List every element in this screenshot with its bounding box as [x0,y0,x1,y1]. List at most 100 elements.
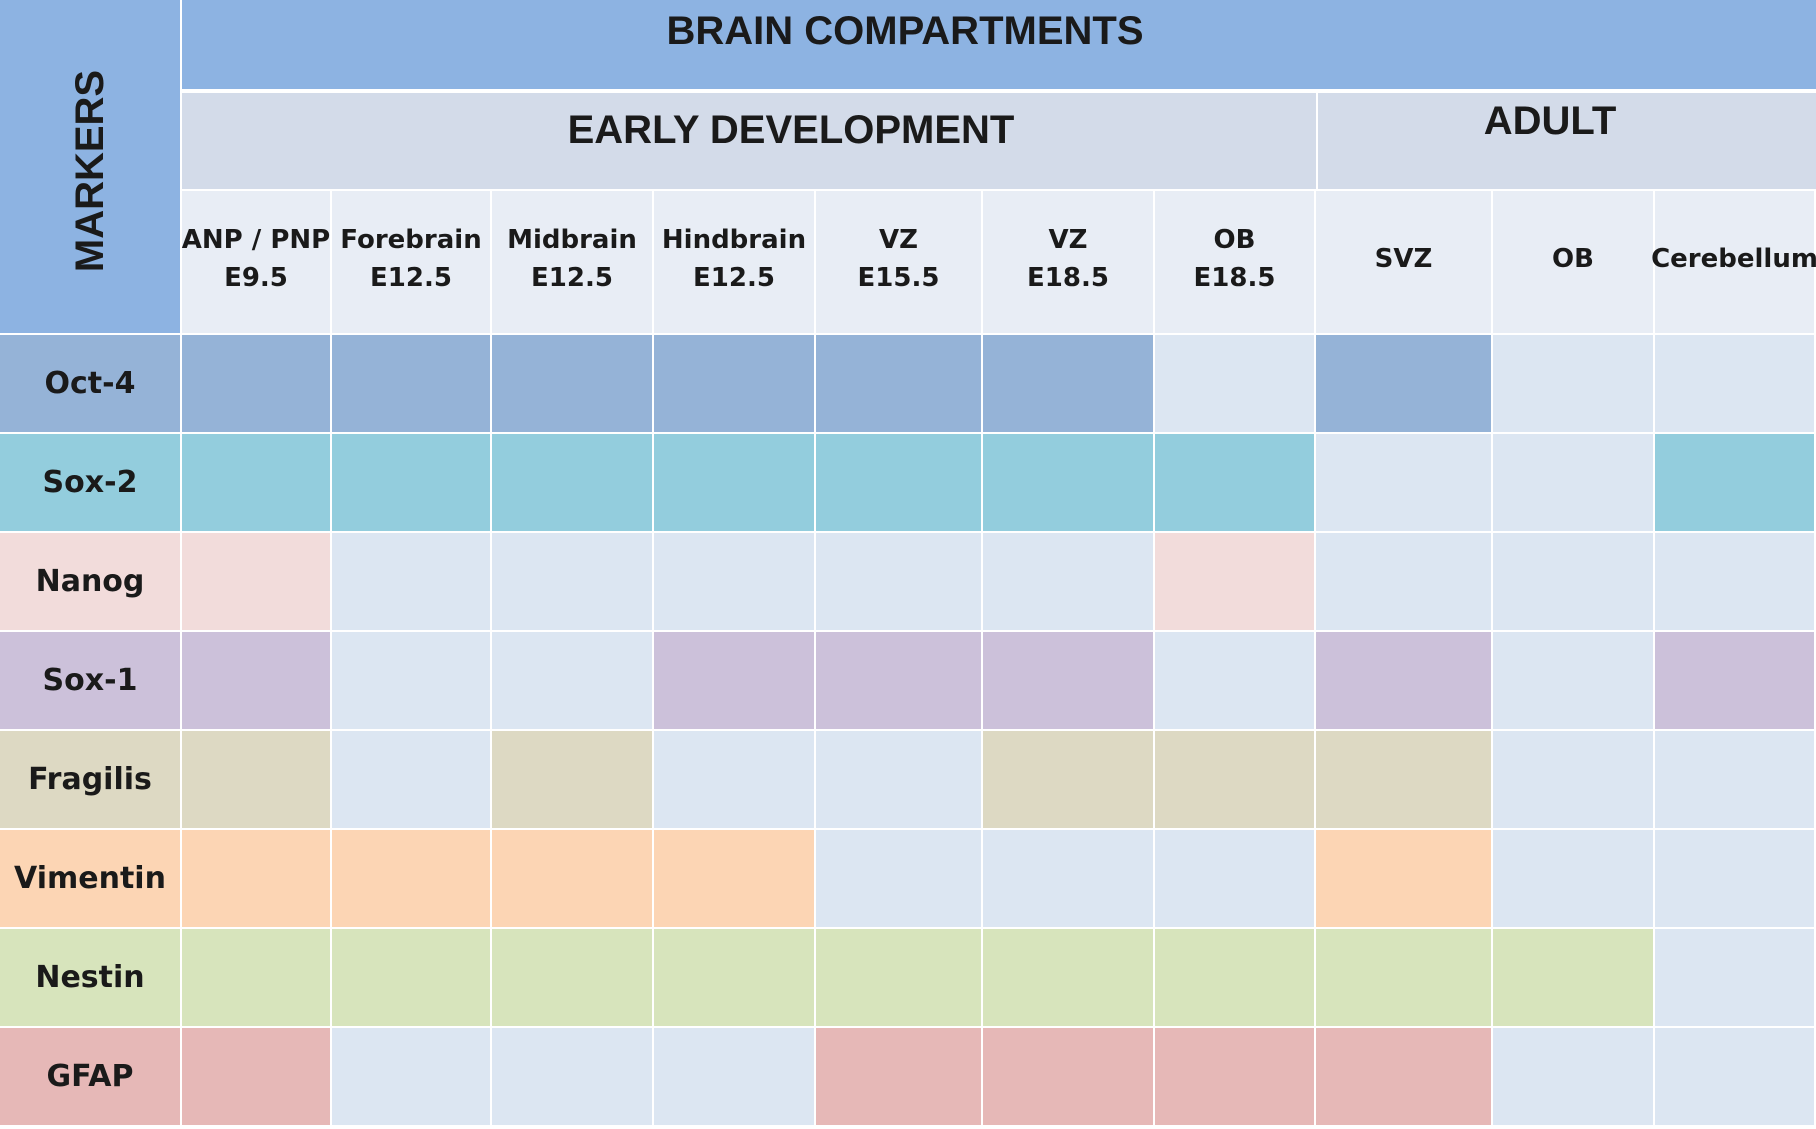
expression-cell-positive [332,434,490,531]
expression-cell-negative [1493,434,1653,531]
column-label-line1: OB [1213,225,1256,255]
expression-cell-positive [1155,731,1314,828]
column-header-cell [816,191,981,333]
column-label-line1: Midbrain [507,225,637,255]
expression-cell-negative [1655,929,1814,1026]
expression-cell-negative [1655,335,1814,432]
expression-cell-negative [1655,533,1814,630]
expression-cell-positive [1316,830,1491,927]
markers-corner [0,0,180,333]
expression-cell-positive [983,1028,1153,1125]
expression-cell-negative [492,533,652,630]
expression-cell-negative [816,731,981,828]
expression-cell-positive [654,830,814,927]
row-label-cell [0,1028,180,1125]
expression-cell-positive [654,335,814,432]
expression-cell-negative [492,632,652,729]
column-header-label: SVZ [1316,191,1491,327]
row-label-nanog: Nanog [35,564,145,599]
expression-cell-positive [182,434,330,531]
column-label-line2: E9.5 [224,263,288,293]
column-label-line1: VZ [879,225,918,255]
expression-cell-positive [332,335,490,432]
expression-cell-negative [1493,1028,1653,1125]
row-label-cell [0,929,180,1026]
expression-cell-positive [1316,632,1491,729]
column-label-line1: Cerebellum [1651,244,1816,274]
expression-cell-positive [983,929,1153,1026]
table-title: BRAIN COMPARTMENTS [666,8,1144,53]
expression-cell-negative [332,533,490,630]
expression-cell-positive [1655,632,1814,729]
expression-cell-positive [492,830,652,927]
expression-cell-negative [1655,731,1814,828]
row-label-oct-4: Oct-4 [44,366,136,401]
row-label-cell [0,434,180,531]
expression-cell-positive [654,434,814,531]
column-header-cell [983,191,1153,333]
column-header-cell [654,191,814,333]
expression-cell-positive [182,731,330,828]
group-adult [1318,93,1816,189]
expression-cell-negative [816,533,981,630]
column-label-line1: Hindbrain [661,225,807,255]
column-label-line1: Forebrain [340,225,482,255]
expression-cell-negative [1493,335,1653,432]
column-header-label: VZ E18.5 [983,191,1153,327]
expression-cell-negative [1493,830,1653,927]
row-label-cell [0,731,180,828]
column-label-line2: E18.5 [1193,263,1276,293]
expression-cell-positive [1155,434,1314,531]
column-label-line2: E12.5 [370,263,452,293]
markers-label: MARKERS [67,69,112,273]
column-header-cell [182,191,330,333]
expression-cell-negative [492,1028,652,1125]
row-label-cell [0,632,180,729]
row-label-vimentin: Vimentin [14,861,166,896]
row-label-cell [0,830,180,927]
expression-cell-positive [332,929,490,1026]
expression-cell-positive [654,929,814,1026]
column-header-label: Cerebellum [1651,191,1816,327]
row-label-sox-2: Sox-2 [42,465,138,500]
column-header-cell [1655,191,1814,333]
column-header-cell [1155,191,1314,333]
column-label-line2: E12.5 [531,263,613,293]
column-label-line1: SVZ [1374,244,1433,274]
expression-cell-negative [1316,434,1491,531]
expression-cell-negative [1155,335,1314,432]
expression-cell-positive [492,434,652,531]
expression-cell-positive [182,929,330,1026]
expression-cell-positive [654,632,814,729]
expression-cell-negative [654,1028,814,1125]
expression-cell-negative [654,533,814,630]
row-label-cell [0,533,180,630]
group-label-adult: ADULT [1483,98,1617,143]
row-label-fragilis: Fragilis [28,762,152,797]
expression-cell-negative [332,632,490,729]
expression-cell-positive [816,335,981,432]
expression-cell-positive [816,632,981,729]
column-label-line2: E15.5 [857,263,940,293]
expression-cell-positive [182,1028,330,1125]
column-header-label: Forebrain E12.5 [332,191,490,327]
expression-cell-positive [1155,1028,1314,1125]
expression-cell-positive [1316,1028,1491,1125]
title-bar [182,0,1816,89]
expression-cell-positive [816,1028,981,1125]
expression-cell-negative [1493,731,1653,828]
row-label-cell [0,335,180,432]
group-label-early-development: EARLY DEVELOPMENT [567,107,1015,152]
expression-cell-positive [492,929,652,1026]
expression-cell-positive [1155,929,1314,1026]
column-label-line1: VZ [1048,225,1088,255]
expression-cell-positive [492,731,652,828]
column-header-cell [332,191,490,333]
column-header-cell [1493,191,1653,333]
expression-cell-positive [1316,731,1491,828]
expression-cell-positive [332,830,490,927]
expression-cell-negative [1155,830,1314,927]
expression-cell-positive [182,533,330,630]
expression-cell-positive [1316,335,1491,432]
expression-cell-positive [816,929,981,1026]
